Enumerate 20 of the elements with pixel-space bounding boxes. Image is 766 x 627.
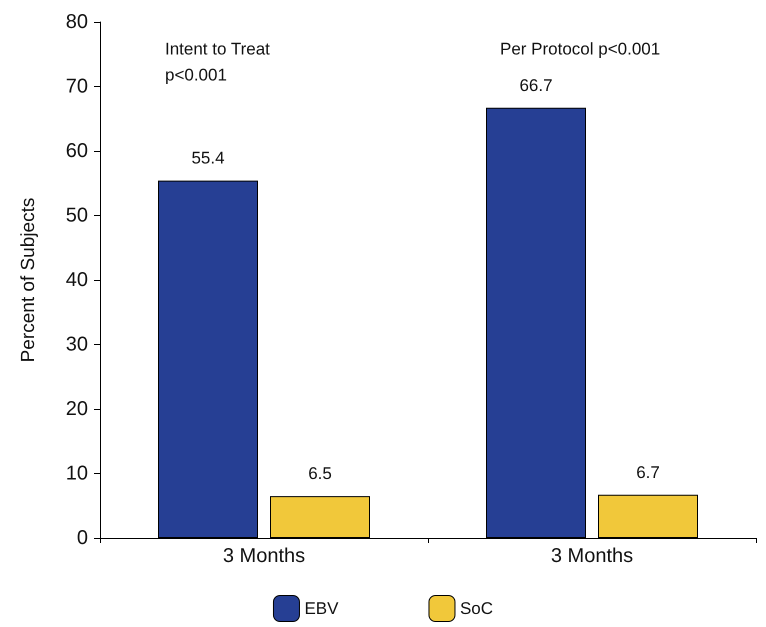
legend-label: EBV: [304, 599, 340, 618]
y-tick-label: 10: [66, 462, 88, 484]
data-label: 66.7: [519, 76, 553, 95]
y-tick-label: 0: [76, 527, 88, 549]
data-label: 6.7: [636, 462, 660, 482]
annotation: Intent to Treat p<0.001: [165, 40, 270, 84]
annotation: Per Protocol p<0.001: [500, 40, 660, 58]
y-tick-label: 30: [66, 334, 88, 356]
y-tick-label: 40: [66, 269, 88, 291]
data-label: 6.5: [308, 464, 332, 484]
x-tick-label: 3 Months: [550, 545, 634, 567]
y-tick-label: 20: [66, 398, 88, 420]
data-label: 55.4: [191, 148, 225, 168]
y-tick-label: 50: [66, 204, 88, 226]
x-tick-label: 3 Months: [222, 545, 306, 567]
y-tick-label: 70: [66, 76, 88, 98]
y-tick-label: 60: [66, 140, 88, 162]
y-tick-label: 80: [66, 11, 88, 33]
legend-label: SoC: [460, 599, 494, 618]
y-axis-title: Percent of Subjects: [18, 198, 39, 362]
